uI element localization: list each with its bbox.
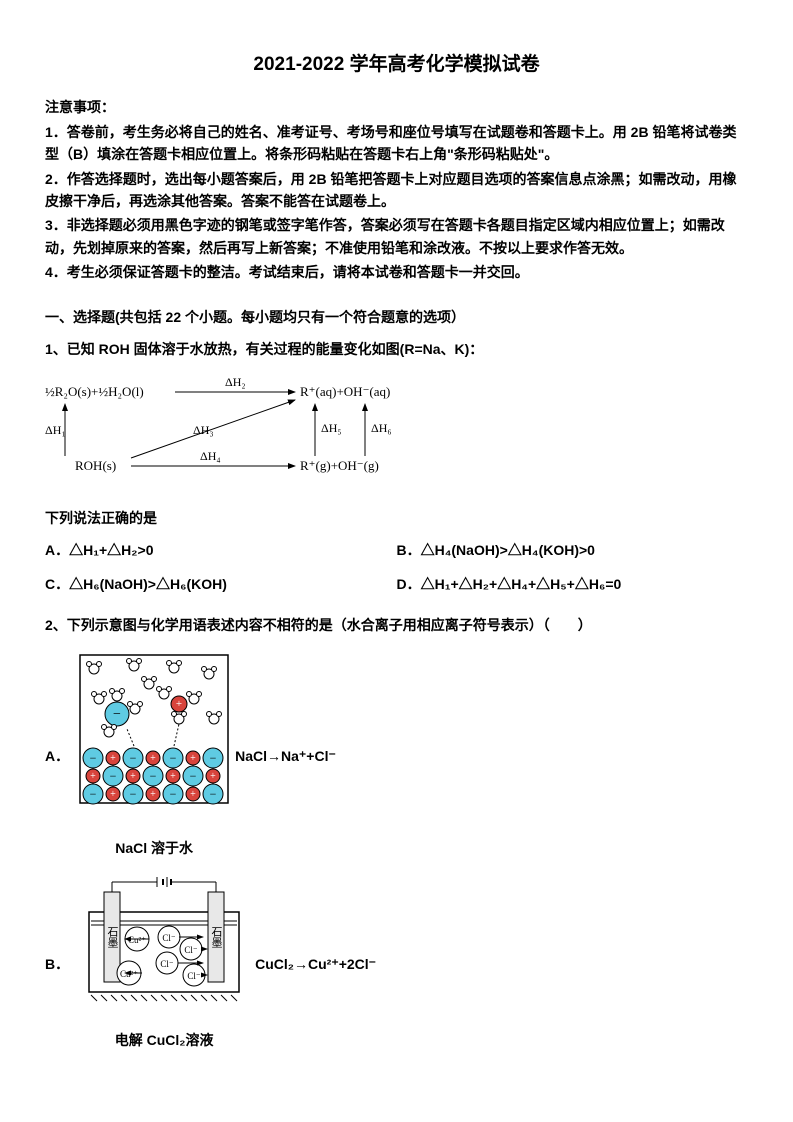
- diagram-top-right: R⁺(aq)+OH⁻(aq): [300, 384, 390, 399]
- diagram-bot-left: ROH(s): [75, 458, 116, 473]
- svg-text:Cl⁻: Cl⁻: [184, 945, 198, 955]
- electrode-right-label: 石墨: [210, 926, 223, 948]
- svg-text:+: +: [190, 789, 196, 800]
- svg-text:+: +: [110, 753, 116, 764]
- q1-energy-diagram: ½R₂O(s)+½H₂O(l) R⁺(aq)+OH⁻(aq) ROH(s) R⁺…: [45, 374, 748, 492]
- svg-text:−: −: [190, 769, 197, 783]
- svg-text:−: −: [90, 787, 97, 801]
- svg-text:−: −: [130, 787, 137, 801]
- svg-text:+: +: [110, 789, 116, 800]
- svg-text:−: −: [90, 751, 97, 765]
- dH5-label: ΔH₅: [321, 421, 342, 435]
- q2-b-equation: CuCl₂→Cu²⁺+2Cl⁻: [255, 953, 376, 975]
- svg-text:+: +: [176, 698, 182, 710]
- q1-option-c: C．△H₆(NaOH)>△H₆(KOH): [45, 573, 397, 595]
- q1-option-d: D．△H₁+△H₂+△H₄+△H₅+△H₆=0: [397, 573, 749, 595]
- svg-text:+: +: [210, 771, 216, 782]
- q1-mid: 下列说法正确的是: [45, 507, 748, 529]
- svg-text:−: −: [113, 707, 121, 722]
- q2-a-caption: NaCl 溶于水: [79, 837, 229, 859]
- section-1-head: 一、选择题(共包括 22 个小题。每小题均只有一个符合题意的选项）: [45, 306, 748, 328]
- instruction-1: 1．答卷前，考生务必将自己的姓名、准考证号、考场号和座位号填写在试题卷和答题卡上…: [45, 121, 748, 166]
- svg-text:Cu²⁺: Cu²⁺: [120, 969, 138, 979]
- q2-a-equation: NaCl→Na⁺+Cl⁻: [235, 745, 336, 767]
- svg-text:Cl⁻: Cl⁻: [162, 933, 176, 943]
- svg-text:−: −: [110, 769, 117, 783]
- svg-text:−: −: [210, 751, 217, 765]
- svg-text:+: +: [130, 771, 136, 782]
- q2-option-a-row: A． − + − + − + − + − + − + − +: [45, 654, 748, 859]
- dH6-label: ΔH₆: [371, 421, 392, 435]
- q2-b-image: 石墨 石墨 Cu²⁺ Cu²⁺ Cl⁻ Cl⁻ Cl⁻ Cl⁻: [79, 877, 249, 1052]
- q1-stem: 1、已知 ROH 固体溶于水放热，有关过程的能量变化如图(R=Na、K)：: [45, 338, 748, 360]
- svg-text:+: +: [90, 771, 96, 782]
- svg-text:−: −: [170, 787, 177, 801]
- dH4-label: ΔH₄: [200, 449, 221, 463]
- dH1-label: ΔH₁: [45, 423, 66, 437]
- q2-b-label: B．: [45, 953, 69, 975]
- svg-text:−: −: [170, 751, 177, 765]
- diagram-bot-right: R⁺(g)+OH⁻(g): [300, 458, 379, 473]
- svg-text:Cu²⁺: Cu²⁺: [128, 935, 146, 945]
- electrode-left-label: 石墨: [106, 926, 119, 948]
- svg-text:+: +: [150, 753, 156, 764]
- instructions-head: 注意事项：: [45, 96, 748, 118]
- q2-a-image: − + − + − + − + − + − + − + − +: [79, 654, 229, 859]
- q2-b-caption: 电解 CuCl₂溶液: [79, 1029, 249, 1051]
- dH2-label: ΔH₂: [225, 375, 246, 389]
- svg-text:−: −: [150, 769, 157, 783]
- q1-options: A．△H₁+△H₂>0 B．△H₄(NaOH)>△H₄(KOH)>0 C．△H₆…: [45, 539, 748, 596]
- svg-text:+: +: [150, 789, 156, 800]
- q1-option-b: B．△H₄(NaOH)>△H₄(KOH)>0: [397, 539, 749, 561]
- q2-stem: 2、下列示意图与化学用语表述内容不相符的是（水合离子用相应离子符号表示）（ ）: [45, 614, 748, 636]
- page-title: 2021-2022 学年高考化学模拟试卷: [45, 50, 748, 80]
- instruction-4: 4．考生必须保证答题卡的整洁。考试结束后，请将本试卷和答题卡一并交回。: [45, 261, 748, 283]
- instruction-2: 2．作答选择题时，选出每小题答案后，用 2B 铅笔把答题卡上对应题目选项的答案信…: [45, 168, 748, 213]
- svg-text:−: −: [130, 751, 137, 765]
- svg-text:Cl⁻: Cl⁻: [187, 971, 201, 981]
- svg-text:+: +: [170, 771, 176, 782]
- q2-a-label: A．: [45, 745, 69, 767]
- diagram-top-left: ½R₂O(s)+½H₂O(l): [45, 384, 144, 399]
- svg-text:Cl⁻: Cl⁻: [160, 959, 174, 969]
- svg-text:−: −: [210, 787, 217, 801]
- q1-option-a: A．△H₁+△H₂>0: [45, 539, 397, 561]
- dH3-label: ΔH₃: [193, 423, 214, 437]
- instruction-3: 3．非选择题必须用黑色字迹的钢笔或签字笔作答，答案必须写在答题卡各题目指定区域内…: [45, 214, 748, 259]
- svg-text:+: +: [190, 753, 196, 764]
- q2-option-b-row: B．: [45, 877, 748, 1052]
